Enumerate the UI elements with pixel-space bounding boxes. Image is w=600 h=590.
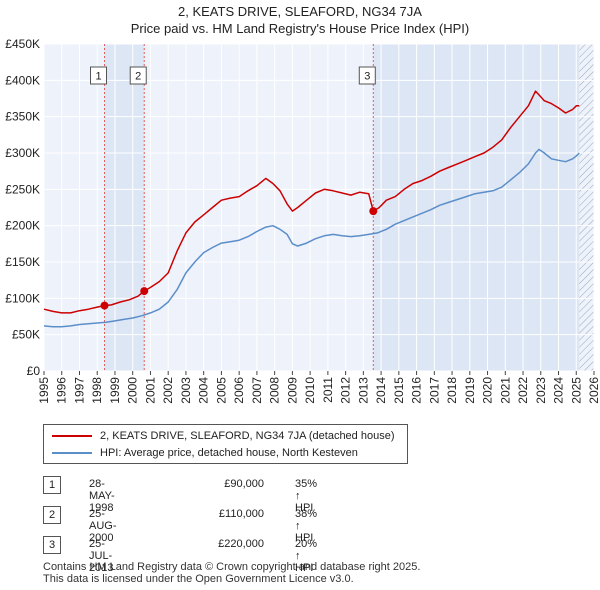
x-tick-label: 2006 — [232, 377, 246, 404]
transaction-point — [100, 301, 109, 310]
transaction-label-box — [90, 66, 107, 85]
legend-label-hpi: HPI: Average price, detached house, Nort… — [100, 447, 358, 459]
x-tick-label: 2023 — [534, 377, 548, 404]
x-tick-label: 2004 — [197, 377, 211, 404]
transaction-date: 25-JUL-2013 — [89, 538, 114, 574]
chart-subtitle: Price paid vs. HM Land Registry's House … — [130, 21, 470, 36]
x-tick-label: 2016 — [410, 377, 424, 404]
price-chart: 1 2 3 £0 £50K £100K £150K £200K £250K £300K £350K £… — [5, 37, 600, 404]
y-tick-label: £50K — [12, 328, 40, 342]
legend-swatch-hpi — [52, 452, 92, 454]
transaction-hpi: 35% ↑ HPI — [295, 478, 318, 514]
x-tick-label: 1999 — [108, 377, 122, 404]
transaction-date: 28-MAY-1998 — [89, 478, 115, 514]
y-tick-label: £200K — [5, 219, 40, 233]
hpi-series-line — [43, 148, 580, 328]
transaction-hpi: 20% ↑ HPI — [295, 538, 318, 574]
transaction-date: 25-AUG-2000 — [89, 508, 117, 544]
y-tick-label: £450K — [5, 37, 40, 51]
x-tick-label: 2014 — [374, 377, 388, 404]
x-tick-label: 1996 — [55, 377, 69, 404]
x-tick-label: 1997 — [72, 377, 86, 404]
x-tick-label: 2000 — [126, 377, 140, 404]
legend: 2, KEATS DRIVE, SLEAFORD, NG34 7JA (deta… — [43, 424, 408, 464]
transaction-price: £220,000 — [218, 538, 264, 550]
x-tick-label: 2012 — [339, 377, 353, 404]
x-tick-label: 2008 — [268, 377, 282, 404]
y-tick-label: £150K — [5, 255, 40, 269]
transaction-label: 1 — [95, 71, 101, 83]
legend-item-hpi: HPI: Average price, detached house, Nort… — [52, 445, 358, 461]
legend-item-property: 2, KEATS DRIVE, SLEAFORD, NG34 7JA (deta… — [52, 428, 394, 444]
x-tick-label: 2002 — [161, 377, 175, 404]
property-series-line — [43, 90, 580, 314]
y-tick-label: £100K — [5, 291, 40, 305]
transaction-number: 3 — [43, 536, 61, 554]
legend-swatch-property — [52, 435, 92, 437]
x-tick-label: 2020 — [481, 377, 495, 404]
y-tick-label: £300K — [5, 146, 40, 160]
x-tick-label: 2025 — [569, 377, 583, 404]
transaction-label: 2 — [135, 71, 141, 83]
legend-label-property: 2, KEATS DRIVE, SLEAFORD, NG34 7JA (deta… — [100, 430, 395, 442]
x-tick-label: 2001 — [143, 377, 157, 404]
x-tick-label: 2022 — [516, 377, 530, 404]
transaction-price: £90,000 — [224, 478, 264, 490]
transaction-label-box — [358, 66, 376, 85]
transaction-label-box — [129, 66, 147, 85]
x-tick-label: 2007 — [250, 377, 264, 404]
x-tick-label: 2021 — [498, 377, 512, 404]
transaction-point — [140, 287, 149, 296]
x-tick-label: 2024 — [552, 377, 566, 404]
transaction-number: 1 — [43, 476, 61, 494]
x-tick-label: 2005 — [214, 377, 228, 404]
x-tick-label: 2009 — [285, 377, 299, 404]
transaction-price: £110,000 — [218, 508, 264, 520]
ownership-shade — [373, 44, 580, 371]
x-tick-label: 1995 — [37, 377, 51, 404]
y-tick-label: £250K — [5, 182, 40, 196]
transaction-point — [369, 207, 378, 216]
chart-title: 2, KEATS DRIVE, SLEAFORD, NG34 7JA — [178, 4, 422, 19]
x-tick-label: 2003 — [179, 377, 193, 404]
x-tick-label: 2010 — [303, 377, 317, 404]
transaction-hpi: 38% ↑ HPI — [295, 508, 318, 544]
x-tick-label: 2011 — [321, 377, 335, 403]
x-tick-label: 2013 — [356, 377, 370, 404]
projection-hatch — [579, 44, 594, 371]
transaction-label: 3 — [364, 71, 370, 83]
footer-copyright: Contains HM Land Registry data © Crown c… — [43, 561, 421, 573]
x-tick-label: 2015 — [392, 377, 406, 404]
x-tick-label: 1998 — [90, 377, 104, 404]
x-tick-label: 2018 — [445, 377, 459, 404]
x-tick-label: 2026 — [587, 377, 600, 404]
y-tick-label: £350K — [5, 110, 40, 124]
y-tick-label: £0 — [27, 364, 41, 378]
x-tick-label: 2019 — [463, 377, 477, 404]
footer-licence: This data is licensed under the Open Gov… — [43, 573, 354, 585]
transaction-number: 2 — [43, 506, 61, 524]
x-tick-label: 2017 — [427, 377, 441, 404]
y-tick-label: £400K — [5, 73, 40, 87]
